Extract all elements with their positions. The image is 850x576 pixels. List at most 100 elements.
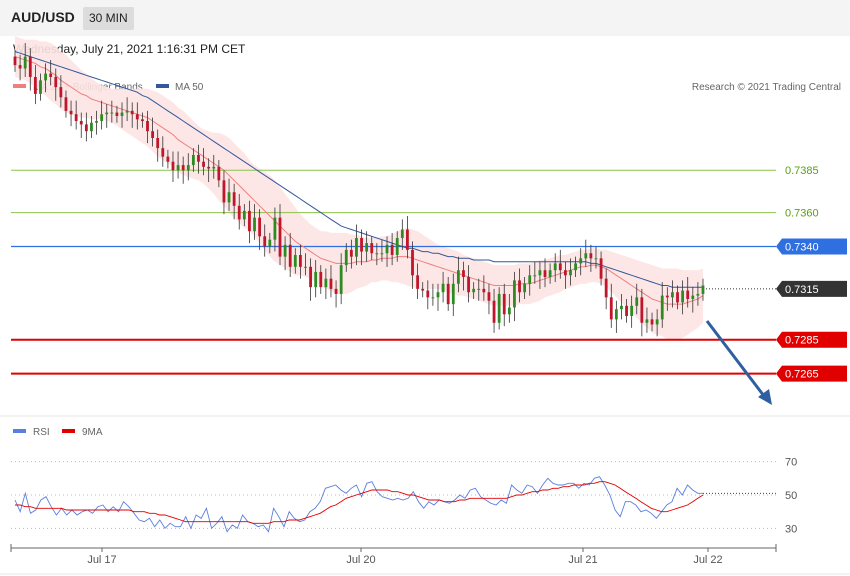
candle [584,239,588,267]
candle-body [176,165,180,171]
candle [411,241,414,289]
candle-body [502,293,506,315]
candle-body [462,270,465,277]
candle [242,204,246,227]
candle [191,148,195,172]
legend-rsi-label: RSI [33,427,50,438]
candle [283,236,287,271]
candle-body [278,217,282,257]
candle [513,271,516,322]
candle-body [202,161,205,167]
candle [166,149,170,169]
candle [543,258,547,288]
level-label-3: 0.7315 [785,284,819,296]
candle [181,156,185,184]
rsi-tick-30: 30 [785,523,797,535]
candle [304,253,307,276]
candle-body [232,192,236,206]
candle-body [186,165,190,171]
candle [319,265,323,294]
forecast-arrow [705,320,772,405]
candle-body [416,275,420,289]
candle-body [95,121,98,123]
candle [370,236,374,261]
candle-body [293,254,297,267]
candle [563,261,567,289]
candle [237,193,241,230]
candle [487,283,491,315]
candle [59,75,63,108]
candle-body [298,254,302,267]
legend-ma50-label: MA 50 [175,82,204,93]
candle-body [467,276,470,293]
candle [380,239,384,262]
candle-body [344,249,348,266]
candle-body [665,295,669,298]
candle [599,251,603,286]
candle-body [339,265,343,294]
candle-body [660,295,664,320]
candle-body [329,278,333,289]
candle [13,49,17,72]
level-tag-2 [776,238,847,255]
candle-body [701,285,705,294]
candle [431,283,435,306]
candle-body [579,258,583,264]
candle-body [90,122,93,132]
candle [492,288,496,333]
candle-body [110,112,114,114]
candle-body [446,283,450,305]
legend-ma50-swatch [156,84,169,88]
arrow-shaft [705,320,766,397]
candle [258,209,262,250]
candle-body [263,236,267,247]
candle-body [49,73,53,77]
candle [553,253,557,283]
arrow-head [758,389,772,405]
candle [589,244,593,272]
candle-body [691,295,695,300]
candle-body [686,290,690,300]
candle-body [406,229,409,250]
candle-body [151,131,155,138]
candle [609,283,613,328]
candle-body [635,297,639,306]
candle [365,231,369,262]
timeframe-badge[interactable]: 30 MIN [83,7,134,30]
candle-body [161,148,165,157]
candle-body [79,121,83,125]
candle [39,73,42,101]
candle-body [563,270,567,276]
candle-body [569,270,572,276]
candle [671,280,674,308]
candle [95,110,98,135]
candle-body [482,288,486,293]
candle [594,246,598,269]
candle [655,309,659,337]
candle-body [125,110,129,113]
x-tick-label-1: Jul 20 [346,554,375,566]
candle [130,102,134,128]
candle-body [54,76,58,88]
rsi-lines [14,476,776,533]
candle [207,158,211,183]
candle-body [620,305,623,310]
candle-body [538,270,542,276]
candle [28,48,32,91]
candle-body [268,239,272,247]
candle-body [349,249,353,257]
candle [349,239,353,269]
candle [696,282,700,306]
candle-body [400,229,404,238]
candle [441,271,445,303]
candle [197,144,200,174]
candle-body [64,97,68,111]
candle-body [676,292,679,303]
level-labels: 0.7385 0.7360 0.7340 0.7315 0.7285 0.7265 [776,165,847,382]
candle-body [273,217,277,240]
candle [650,312,654,332]
candle [548,263,552,284]
candle-body [599,258,603,279]
